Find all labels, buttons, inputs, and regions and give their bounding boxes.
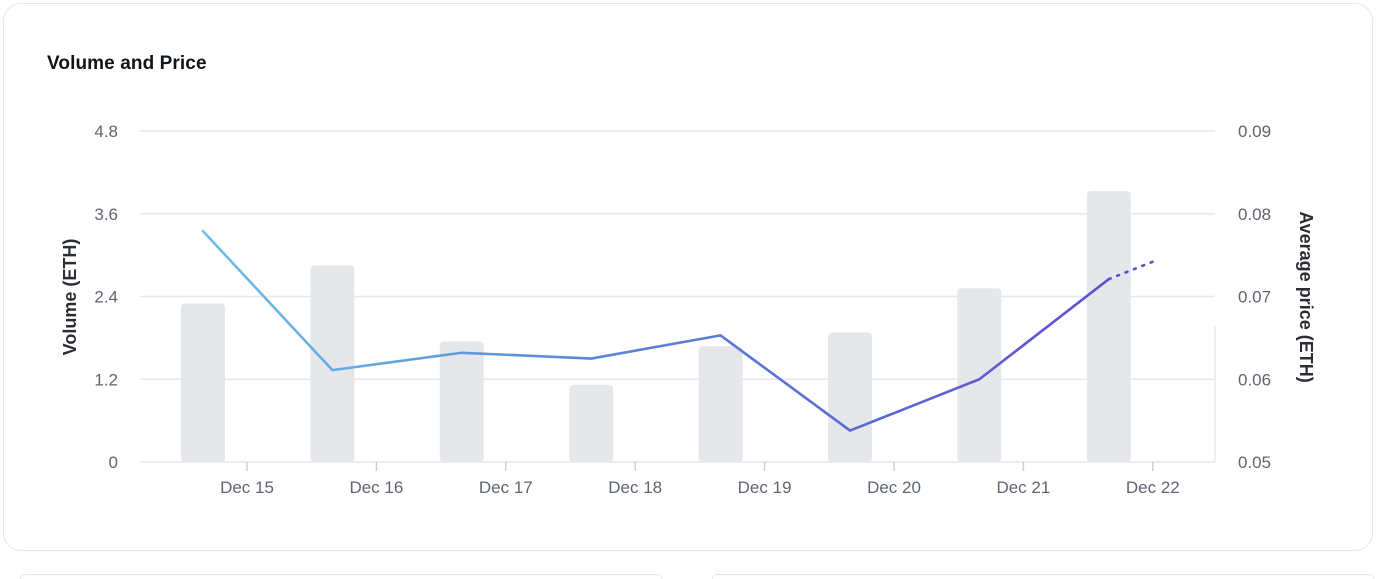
volume-bar	[699, 346, 743, 462]
x-tick-label: Dec 18	[608, 478, 662, 497]
y-tick-right: 0.06	[1238, 370, 1271, 389]
y-axis-left-title: Volume (ETH)	[60, 239, 80, 356]
volume-bar	[440, 341, 484, 462]
volume-bar	[569, 385, 613, 462]
y-tick-left: 3.6	[94, 205, 118, 224]
bar-layer	[181, 191, 1131, 462]
y-tick-left: 4.8	[94, 122, 118, 141]
y-tick-left: 0	[109, 453, 118, 472]
y-axis-right-title: Average price (ETH)	[1296, 211, 1316, 382]
volume-bar	[828, 332, 872, 462]
volume-bar	[310, 265, 354, 462]
x-tick-label: Dec 17	[479, 478, 533, 497]
x-tick-label: Dec 22	[1126, 478, 1180, 497]
y-tick-right: 0.07	[1238, 288, 1271, 307]
x-tick-label: Dec 21	[996, 478, 1050, 497]
x-tick-label: Dec 16	[349, 478, 403, 497]
next-card-edge-right	[712, 574, 1374, 579]
y-tick-right: 0.08	[1238, 205, 1271, 224]
volume-bar	[957, 288, 1001, 462]
y-tick-left: 2.4	[94, 288, 118, 307]
volume-bar	[181, 303, 225, 462]
y-tick-right: 0.09	[1238, 122, 1271, 141]
y-tick-right: 0.05	[1238, 453, 1271, 472]
next-card-edge-left	[20, 574, 662, 579]
volume-bar	[1087, 191, 1131, 462]
x-tick-label: Dec 19	[738, 478, 792, 497]
y-tick-left: 1.2	[94, 370, 118, 389]
x-tick-label: Dec 20	[867, 478, 921, 497]
x-tick-label: Dec 15	[220, 478, 274, 497]
grid-layer	[140, 131, 1215, 462]
